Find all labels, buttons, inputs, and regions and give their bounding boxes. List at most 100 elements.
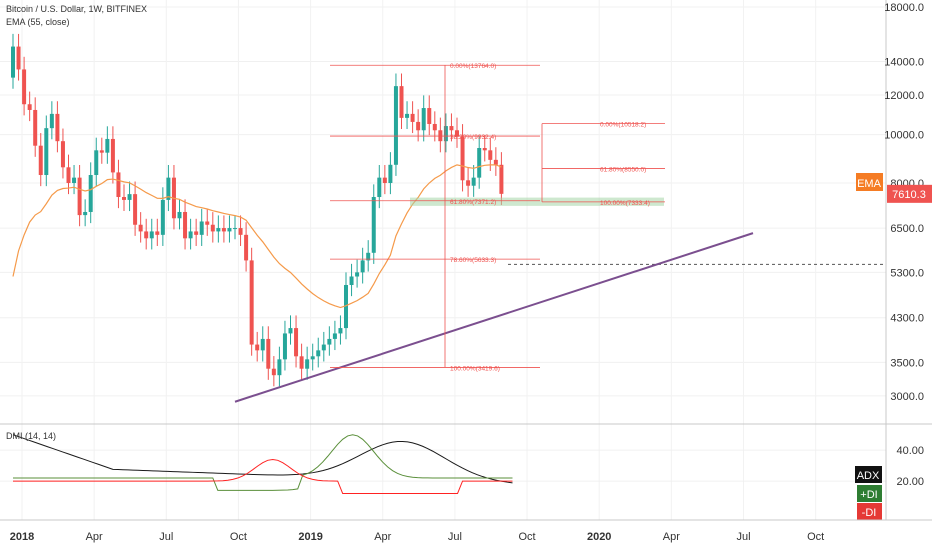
candle-body: [199, 221, 204, 235]
price-pane: 0.00%(13764.0) 38.20%(9932.4) 61.80%(7371.…: [11, 33, 886, 403]
candle-body: [16, 46, 21, 70]
candle-body: [233, 228, 237, 230]
candle-body: [66, 167, 71, 183]
fib1-level-label: 61.80%(7371.2): [450, 199, 496, 206]
price-tick-label: 10000.0: [884, 130, 924, 142]
candle-body: [249, 260, 254, 345]
plus-di-badge-label: +DI: [860, 489, 877, 501]
trendline[interactable]: [234, 232, 754, 403]
support-zone: [410, 197, 664, 206]
candle-body: [133, 194, 138, 225]
candle-body: [294, 328, 299, 357]
candle-body: [388, 164, 393, 183]
plus-di-badge: [857, 485, 882, 502]
candle-body: [366, 252, 371, 261]
candle-body: [405, 113, 410, 118]
candle-body: [310, 356, 315, 360]
candle-body: [421, 108, 426, 131]
fib-retracement-2[interactable]: 0.00%(10518.2) 61.80%(8550.0) 100.00%(7333…: [541, 122, 665, 207]
time-tick-label: 2020: [587, 531, 611, 543]
candle-body: [338, 328, 343, 334]
candle-body: [105, 138, 110, 153]
symbol-legend[interactable]: Bitcoin / U.S. Dollar, 1W, BITFINEX: [6, 4, 148, 14]
candle-body: [488, 150, 493, 160]
candle-body: [160, 199, 165, 235]
candle-body: [27, 104, 32, 110]
candle-body: [282, 333, 287, 360]
candle-body: [355, 272, 360, 277]
dmi-tick-label: 40.00: [896, 445, 924, 457]
candle-body: [499, 164, 504, 194]
candle-body: [60, 141, 65, 168]
candle-body: [260, 338, 265, 351]
candle-body: [116, 172, 121, 198]
price-tick-label: 6500.0: [890, 223, 924, 235]
candle-body: [166, 177, 171, 200]
candle-body: [443, 126, 448, 142]
candle-body: [271, 368, 276, 376]
candle-body: [360, 260, 365, 273]
candle-body: [127, 194, 132, 200]
adx-badge-label: ADX: [857, 470, 880, 482]
candle-body: [371, 197, 376, 253]
time-tick-label: 2019: [298, 531, 322, 543]
time-tick-label: Jul: [159, 531, 173, 543]
candle-body: [455, 130, 459, 137]
time-tick-label: Jul: [736, 531, 750, 543]
candle-body: [393, 86, 398, 165]
candle-body: [205, 221, 210, 225]
candle-body: [188, 231, 193, 239]
time-tick-label: Oct: [518, 531, 535, 543]
candles: [11, 33, 504, 387]
candle-body: [344, 285, 348, 329]
candle-body: [99, 150, 104, 153]
candle-body: [227, 228, 232, 232]
ema-line: [12, 164, 502, 309]
minus-di-badge-label: -DI: [862, 507, 877, 519]
candle-body: [266, 338, 271, 369]
candle-body: [427, 108, 432, 124]
candle-body: [210, 224, 215, 232]
candle-body: [149, 231, 154, 239]
time-tick-label: Oct: [230, 531, 247, 543]
candle-body: [327, 338, 332, 345]
candle-body: [77, 177, 82, 216]
fib1-level-label: 100.00%(3419.6): [450, 365, 500, 372]
ema-badge: [856, 173, 883, 191]
minus-di-badge: [857, 503, 882, 520]
price-badge: [887, 184, 932, 203]
candle-body: [466, 180, 471, 186]
ema-legend[interactable]: EMA (55, close): [6, 17, 70, 27]
candle-body: [33, 109, 38, 146]
plus-di-line: [13, 434, 513, 491]
price-tick-label: 14000.0: [884, 57, 924, 69]
candle-body: [482, 147, 487, 151]
candle-body: [194, 231, 199, 235]
candle-body: [221, 228, 226, 232]
candle-body: [44, 128, 49, 176]
candle-body: [416, 121, 421, 131]
minus-di-line: [13, 458, 513, 494]
dmi-legend[interactable]: DMI (14, 14): [6, 431, 57, 441]
candle-body: [49, 113, 54, 129]
grid-lines: [0, 0, 886, 520]
candle-body: [122, 197, 126, 200]
candle-body: [144, 231, 149, 239]
candle-body: [399, 86, 404, 118]
price-tick-label: 3500.0: [890, 357, 924, 369]
candle-body: [138, 224, 143, 232]
candle-body: [83, 211, 88, 216]
candle-body: [11, 46, 15, 78]
candle-body: [177, 211, 182, 219]
candle-body: [110, 138, 115, 173]
candle-body: [72, 177, 77, 183]
ema-badge-label: EMA: [857, 178, 882, 190]
dmi-tick-label: 20.00: [896, 476, 924, 488]
adx-badge: [855, 466, 882, 483]
price-tick-label: 3000.0: [890, 391, 924, 403]
time-tick-label: Apr: [374, 531, 391, 543]
fib2-level-label: 61.80%(8550.0): [600, 167, 646, 174]
fib-retracement-1[interactable]: 0.00%(13764.0) 38.20%(9932.4) 61.80%(7371.…: [330, 63, 540, 372]
candle-body: [183, 211, 188, 239]
